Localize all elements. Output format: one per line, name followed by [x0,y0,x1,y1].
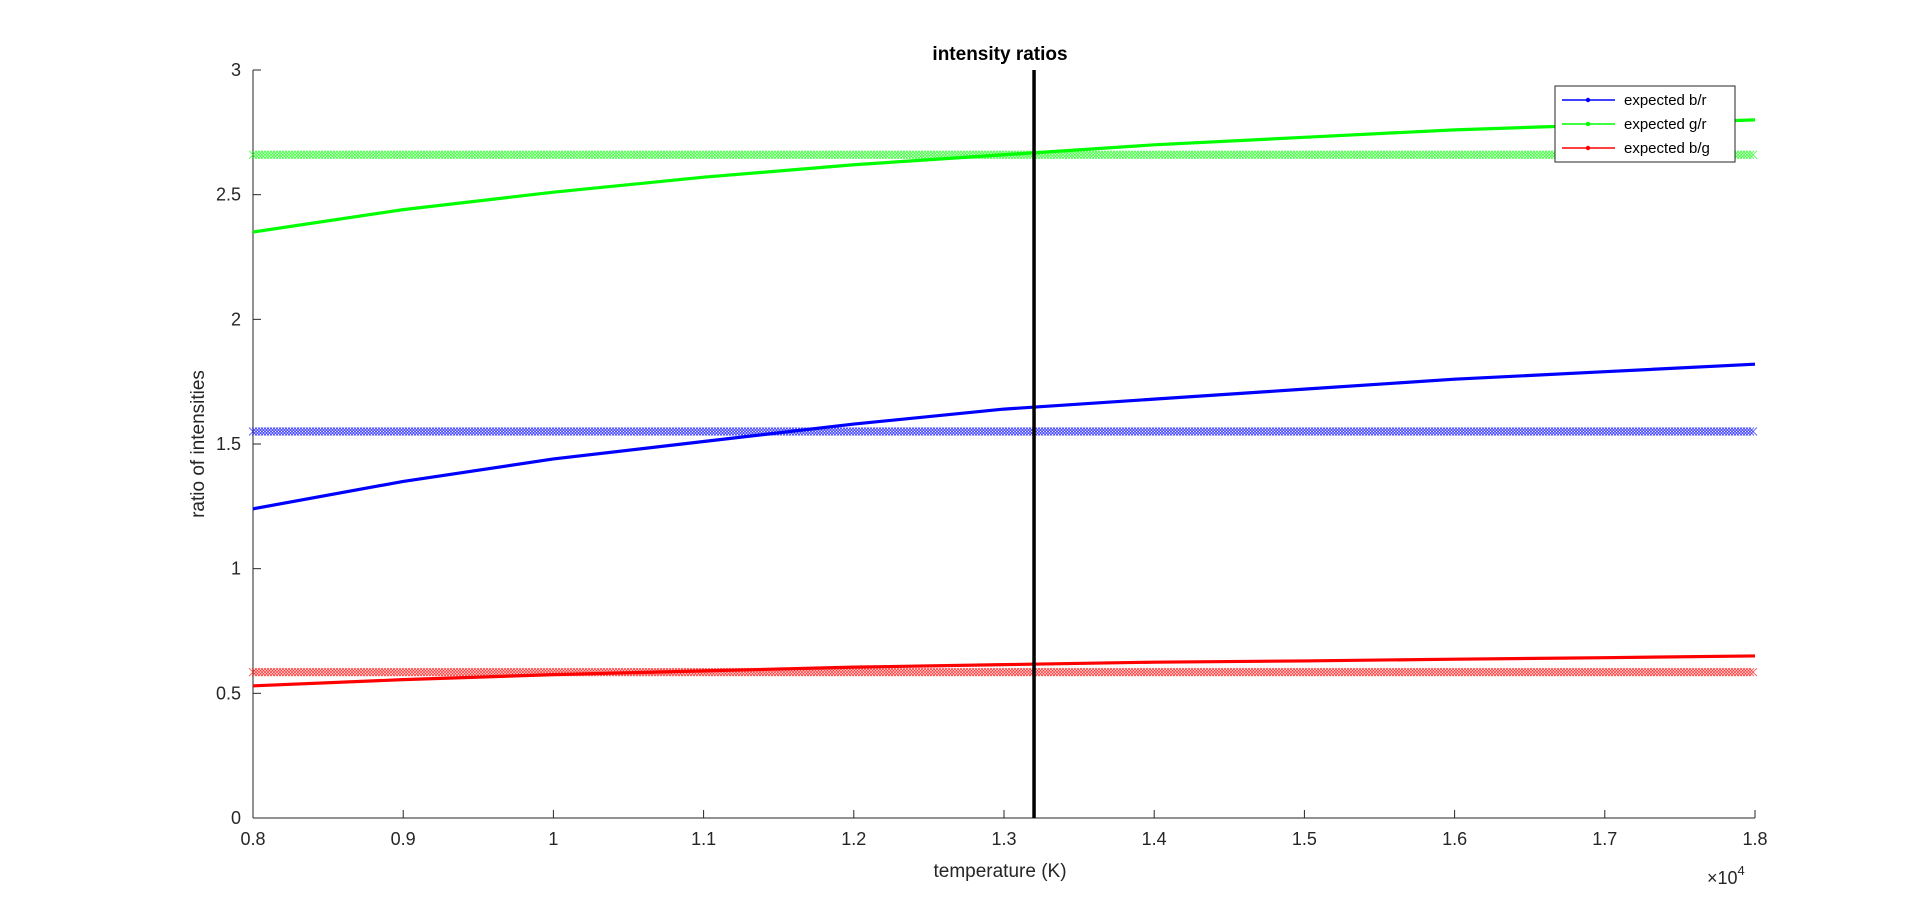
measured-lines [248,150,1758,677]
measured-line-measured-b-g [248,667,1758,677]
legend-marker [1585,145,1591,151]
chart-title: intensity ratios [932,44,1067,65]
legend-label: expected b/r [1624,92,1707,109]
x-tick-label: 1.1 [691,829,716,849]
y-tick-label: 3 [231,60,241,80]
legend-entries: expected b/r expected g/r expected b/g [1562,92,1710,157]
legend-entry: expected b/g [1562,140,1710,157]
legend-marker [1585,97,1591,103]
y-tick-label: 1 [231,559,241,579]
series-lines [252,118,1756,688]
legend: expected b/r expected g/r expected b/g [1554,85,1736,163]
y-tick-label: 2.5 [216,185,241,205]
series-expected-b-g [252,654,1756,688]
x-tick-label: 1.6 [1442,829,1467,849]
legend-marker [1585,121,1591,127]
x-tick-label: 0.8 [240,829,265,849]
x-axis-exponent: ×104 [1707,863,1745,888]
x-tick-label: 1.7 [1592,829,1617,849]
x-tick-label: 1.4 [1142,829,1167,849]
measured-line-measured-g-r [248,150,1758,160]
x-tick-label: 1.5 [1292,829,1317,849]
x-tick-label: 1 [548,829,558,849]
x-tick-label: 1.3 [991,829,1016,849]
legend-entry: expected g/r [1562,116,1707,133]
series-expected-b-r [252,362,1756,511]
x-tick-label: 1.8 [1742,829,1767,849]
y-tick-label: 0 [231,808,241,828]
legend-label: expected b/g [1624,140,1710,157]
legend-entry: expected b/r [1562,92,1707,109]
y-tick-label: 1.5 [216,434,241,454]
y-tick-label: 2 [231,309,241,329]
x-axis-label: temperature (K) [933,861,1066,882]
x-tick-label: 0.9 [391,829,416,849]
measured-line-measured-b-r [248,427,1758,436]
ticks: 0.8 0.9 1 1.1 1.2 1.3 1.4 1.5 1.6 1.7 1.8 0 0.5 1 1.5 2… [216,60,1768,849]
legend-label: expected g/r [1624,116,1707,133]
y-axis-label: ratio of intensities [188,370,209,518]
axes [252,70,1755,819]
y-tick-label: 0.5 [216,683,241,703]
series-expected-g-r [252,118,1756,234]
x-tick-label: 1.2 [841,829,866,849]
